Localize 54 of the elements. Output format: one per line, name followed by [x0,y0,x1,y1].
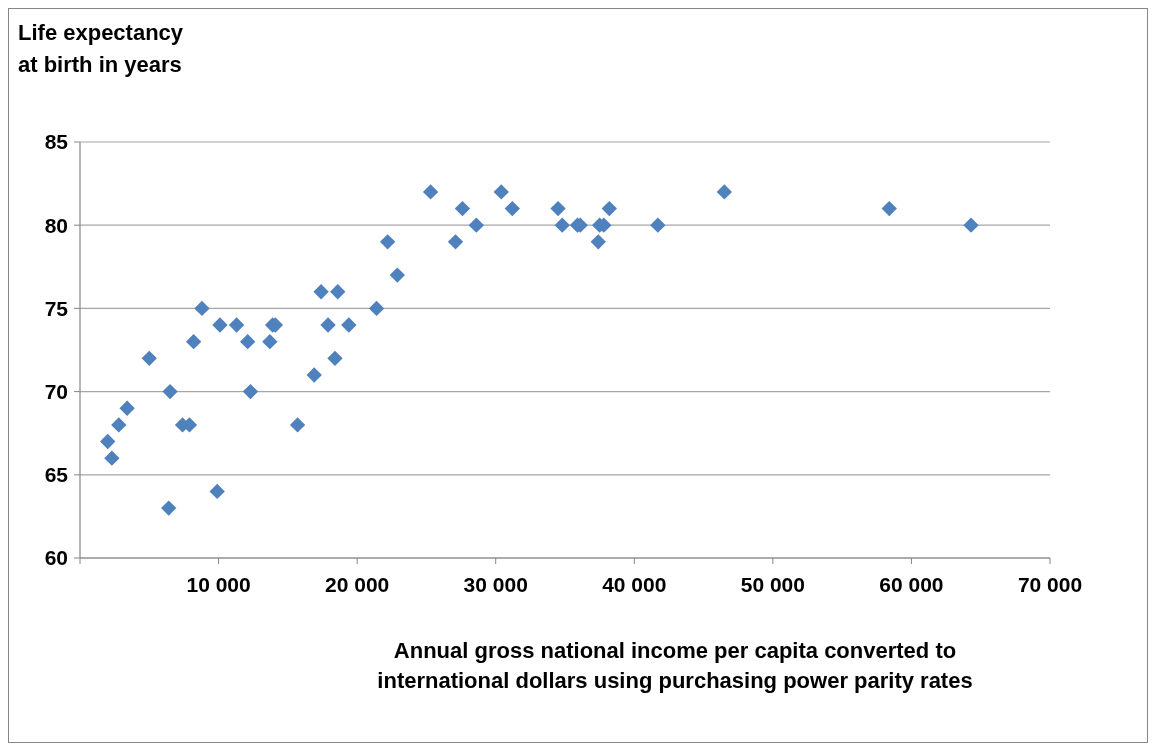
x-tick-label: 50 000 [740,573,805,596]
point [320,317,336,333]
point [289,417,306,433]
point [493,184,509,200]
point [590,234,606,250]
point [554,217,570,233]
x-tick-label: 40 000 [602,573,667,596]
point [601,200,618,217]
point [141,350,157,366]
point [119,400,135,416]
point [262,334,278,350]
point [162,383,178,400]
x-tick-label: 10 000 [186,573,251,596]
point [212,317,228,333]
x-tick-label: 30 000 [463,573,528,596]
point [100,433,116,450]
y-tick-label: 80 [44,213,68,237]
point [185,334,202,350]
point [379,234,396,250]
point [194,300,210,317]
point [111,417,127,433]
point [650,217,666,233]
point [550,200,566,217]
y-tick-label: 85 [44,130,69,154]
y-tick-label: 70 [44,379,68,403]
y-tick-label: 75 [44,296,69,320]
point [228,317,245,333]
point [341,317,357,333]
y-axis-title: Life expectancy at birth in years [18,20,184,77]
point [306,367,322,383]
point [389,267,405,283]
x-tick-label: 70 000 [1017,573,1083,596]
x-axis-title: Annual gross national income per capita converted to international dollars using purchasing power parity rates [377,638,973,693]
point [716,184,733,200]
point [327,350,343,366]
point [447,234,464,250]
point [104,450,120,466]
point [454,200,471,217]
point [468,217,484,233]
point [313,284,329,300]
point [240,334,256,350]
point [422,184,439,200]
x-tick-label: 20 000 [325,573,390,596]
y-tick-label: 65 [44,463,69,487]
x-tick-label: 60 000 [879,573,944,596]
point [504,200,521,217]
y-tick-label: 60 [44,546,68,570]
point [330,284,346,300]
point [242,383,259,400]
point [368,300,385,317]
point [881,200,897,217]
point [209,483,225,500]
point [161,500,177,516]
point [963,217,979,233]
